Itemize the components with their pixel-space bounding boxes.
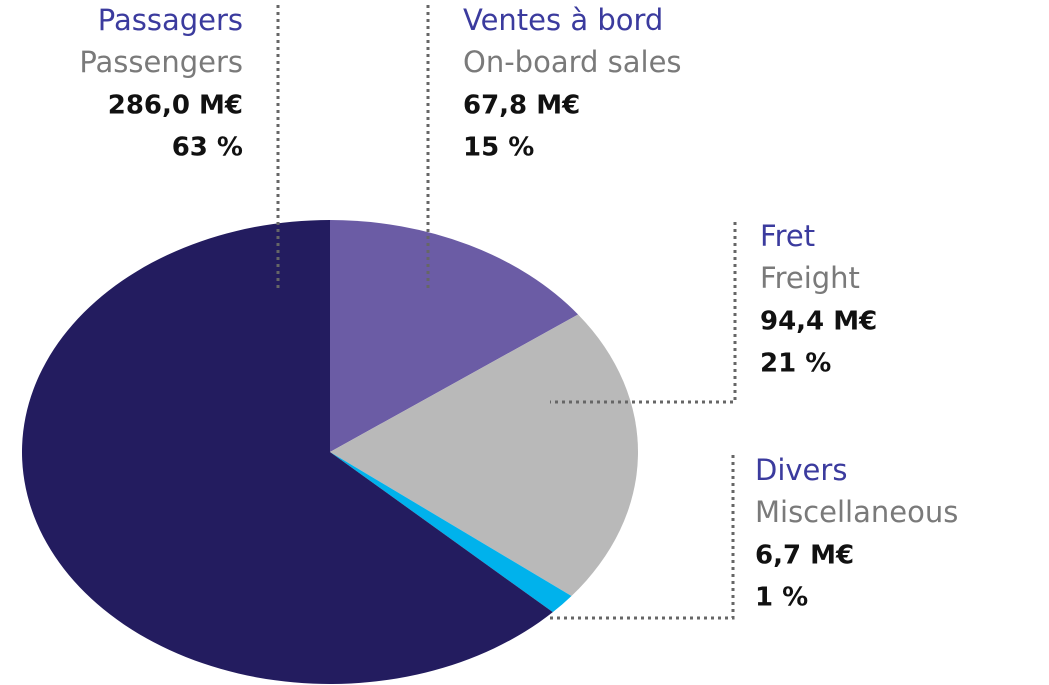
- pie-slice: [330, 314, 638, 596]
- slice-title: Fret: [760, 219, 815, 253]
- pie-slice: [330, 452, 572, 613]
- slice-title: Passagers: [98, 3, 243, 37]
- share-label: 63 %: [172, 133, 243, 163]
- leader-line: [550, 455, 735, 620]
- labels: Ventes à bord On-board sales 67,8 M€ 15 % Fr…: [79, 3, 958, 620]
- slice-subtitle: Passengers: [79, 45, 243, 79]
- slice-title: Ventes à bord: [463, 3, 663, 37]
- value-label: 6,7 M€: [755, 541, 854, 571]
- slice-subtitle: On-board sales: [463, 45, 682, 79]
- value-label: 67,8 M€: [463, 91, 580, 121]
- leader-line: [550, 222, 737, 404]
- pie-slice: [21, 220, 553, 684]
- slice-subtitle: Miscellaneous: [755, 495, 958, 529]
- share-label: 21 %: [760, 349, 831, 379]
- value-label: 286,0 M€: [108, 91, 243, 121]
- pie: [21, 220, 638, 684]
- share-label: 15 %: [463, 133, 534, 163]
- pie-slice: [330, 220, 579, 452]
- slice-title: Divers: [755, 453, 847, 487]
- value-label: 94,4 M€: [760, 307, 877, 337]
- share-label: 1 %: [755, 583, 808, 613]
- slice-subtitle: Freight: [760, 261, 860, 295]
